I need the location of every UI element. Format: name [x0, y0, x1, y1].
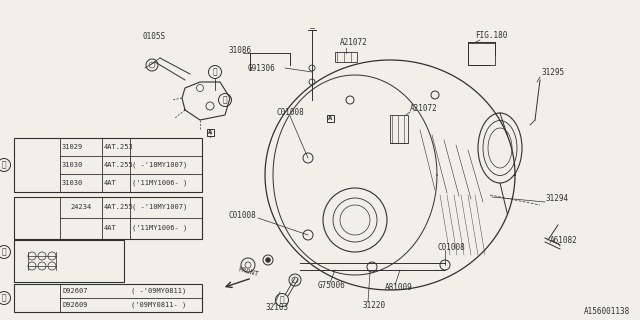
- Circle shape: [333, 198, 377, 242]
- Circle shape: [218, 93, 232, 107]
- Circle shape: [346, 96, 354, 104]
- Text: A156001138: A156001138: [584, 308, 630, 316]
- Text: ( -'10MY1007): ( -'10MY1007): [132, 162, 188, 168]
- Circle shape: [323, 188, 387, 252]
- Circle shape: [146, 59, 158, 71]
- Text: A81009: A81009: [385, 284, 413, 292]
- Text: C01008: C01008: [228, 211, 256, 220]
- Text: C01008: C01008: [437, 243, 465, 252]
- Circle shape: [48, 262, 56, 270]
- Ellipse shape: [478, 113, 522, 183]
- Circle shape: [0, 245, 10, 259]
- Text: ①: ①: [212, 68, 218, 76]
- Circle shape: [431, 91, 439, 99]
- Bar: [390, 115, 408, 143]
- Text: ( -'09MY0811): ( -'09MY0811): [131, 288, 186, 294]
- Text: 24234: 24234: [70, 204, 92, 210]
- Circle shape: [28, 262, 36, 270]
- Circle shape: [206, 102, 214, 110]
- Text: A: A: [208, 129, 212, 135]
- Bar: [14, 197, 202, 239]
- Text: 31294: 31294: [546, 194, 569, 203]
- Text: ②: ②: [223, 95, 227, 105]
- Bar: [468, 43, 495, 65]
- Circle shape: [367, 262, 377, 272]
- Text: 4AT.255: 4AT.255: [104, 162, 134, 168]
- Circle shape: [0, 158, 10, 172]
- Circle shape: [38, 252, 46, 260]
- Text: C01008: C01008: [276, 108, 304, 116]
- Bar: [14, 240, 124, 282]
- Text: A: A: [328, 115, 332, 121]
- Circle shape: [275, 293, 289, 307]
- Ellipse shape: [488, 128, 512, 168]
- Circle shape: [28, 252, 36, 260]
- Circle shape: [0, 292, 10, 305]
- Bar: [327, 115, 334, 122]
- Circle shape: [38, 262, 46, 270]
- Text: 4AT: 4AT: [104, 225, 116, 231]
- Text: 4AT: 4AT: [104, 180, 116, 186]
- Text: ②: ②: [2, 247, 6, 257]
- Circle shape: [309, 65, 315, 71]
- Text: ('09MY0811- ): ('09MY0811- ): [131, 302, 186, 308]
- Text: 31029: 31029: [62, 144, 83, 150]
- Circle shape: [292, 277, 298, 283]
- Circle shape: [196, 84, 204, 92]
- Text: 0105S: 0105S: [143, 31, 166, 41]
- Text: ('11MY1006- ): ('11MY1006- ): [132, 180, 188, 186]
- Circle shape: [440, 260, 450, 270]
- Text: 32103: 32103: [265, 303, 288, 313]
- Circle shape: [263, 255, 273, 265]
- Bar: [335, 52, 357, 62]
- Ellipse shape: [483, 121, 517, 175]
- Text: A61082: A61082: [550, 236, 578, 244]
- Text: 31220: 31220: [362, 300, 385, 309]
- Text: A21072: A21072: [410, 103, 438, 113]
- Circle shape: [266, 258, 271, 262]
- Text: ③: ③: [280, 295, 284, 305]
- Text: 31030: 31030: [62, 162, 83, 168]
- Bar: [207, 129, 214, 136]
- Text: A21072: A21072: [340, 37, 368, 46]
- Text: D92607: D92607: [62, 288, 88, 294]
- Text: 31295: 31295: [542, 68, 565, 76]
- Text: D92609: D92609: [62, 302, 88, 308]
- Bar: [14, 138, 202, 192]
- Text: 31030: 31030: [62, 180, 83, 186]
- Circle shape: [303, 153, 313, 163]
- Circle shape: [303, 230, 313, 240]
- Circle shape: [241, 258, 255, 272]
- Text: 4AT.253: 4AT.253: [104, 144, 134, 150]
- Circle shape: [340, 205, 370, 235]
- Text: ③: ③: [2, 293, 6, 302]
- Text: FIG.180: FIG.180: [475, 30, 508, 39]
- Text: ('11MY1006- ): ('11MY1006- ): [132, 225, 188, 231]
- Text: 31086: 31086: [228, 45, 251, 54]
- Text: FRONT: FRONT: [237, 266, 259, 278]
- Circle shape: [149, 62, 155, 68]
- Text: ( -'10MY1007): ( -'10MY1007): [132, 204, 188, 210]
- Text: G75006: G75006: [318, 282, 346, 291]
- Text: G91306: G91306: [248, 63, 276, 73]
- Circle shape: [309, 79, 315, 85]
- Circle shape: [209, 66, 221, 78]
- Circle shape: [245, 262, 251, 268]
- Circle shape: [289, 274, 301, 286]
- Text: ①: ①: [2, 161, 6, 170]
- Text: 4AT.255: 4AT.255: [104, 204, 134, 210]
- Circle shape: [48, 252, 56, 260]
- Bar: [14, 284, 202, 312]
